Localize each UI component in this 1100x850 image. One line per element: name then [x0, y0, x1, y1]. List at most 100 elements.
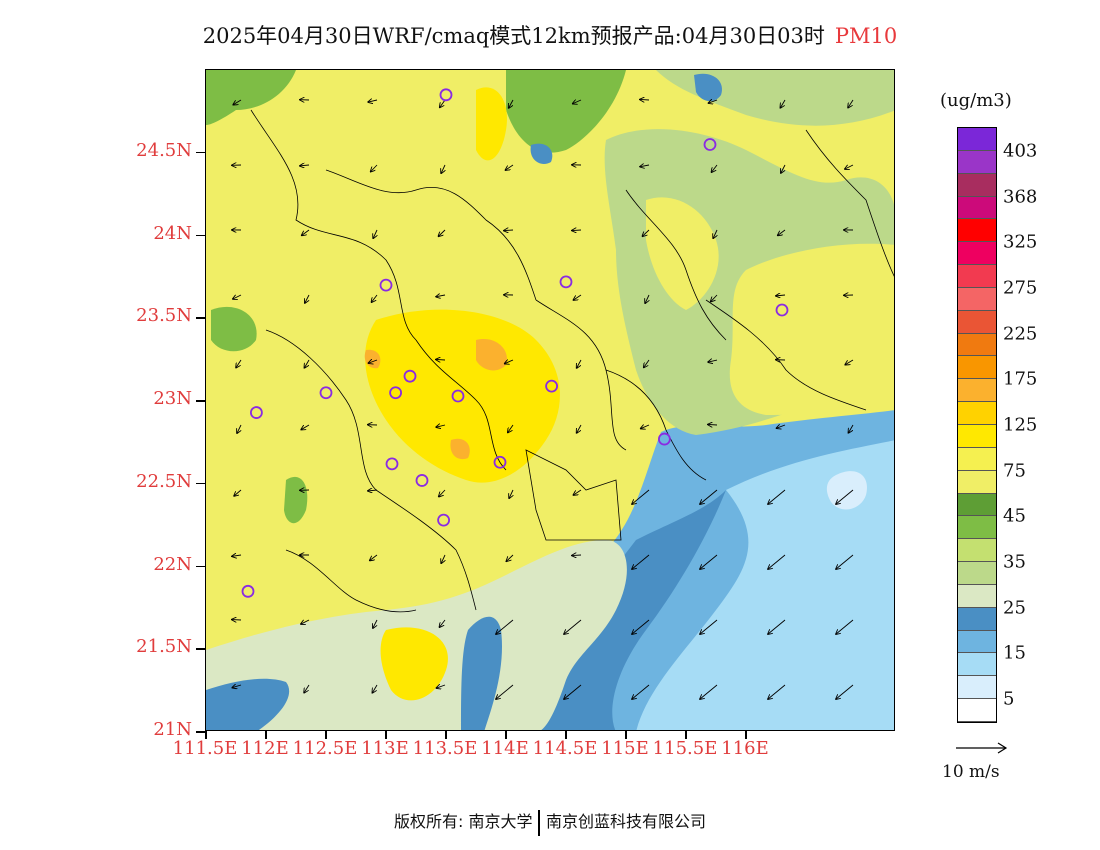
wind-arrow: [709, 100, 718, 103]
station-marker: [403, 369, 417, 383]
wind-arrow: [845, 359, 854, 365]
map-title: 2025年04月30日WRF/cmaq模式12km预报产品:04月30日03时 P…: [0, 20, 1100, 50]
lon-tick-mark: [205, 731, 207, 739]
wind-arrow: [574, 294, 582, 300]
wind-arrow: [640, 165, 650, 167]
colorbar-label: 45: [1003, 505, 1026, 527]
lat-tick-mark: [196, 234, 205, 236]
lon-tick-label: 116E: [721, 738, 769, 759]
colorbar-segment: [958, 196, 996, 220]
wind-arrow: [780, 99, 786, 108]
wind-reference-arrow: [956, 742, 1008, 754]
wind-arrow: [632, 554, 650, 569]
colorbar-segment: [958, 310, 996, 334]
wind-arrow: [506, 554, 514, 561]
colorbar-segment: [958, 653, 996, 677]
station-marker: [389, 386, 403, 400]
wind-arrow: [305, 294, 310, 303]
wind-arrow: [441, 164, 445, 173]
wind-arrow: [700, 554, 718, 569]
wind-arrow: [572, 230, 582, 231]
lat-tick-label: 23N: [153, 388, 192, 409]
monitoring-stations: [241, 88, 789, 598]
wind-arrow: [700, 619, 718, 634]
colorbar-label: 175: [1003, 368, 1038, 390]
colorbar-segment: [958, 699, 996, 722]
lon-tick-label: 113E: [361, 738, 409, 759]
lat-tick-mark: [196, 151, 205, 154]
lon-tick-mark: [265, 731, 267, 739]
wind-arrow: [436, 295, 446, 297]
wind-arrow: [836, 554, 854, 569]
wind-arrow: [768, 619, 786, 634]
north-yellow-band: [476, 87, 507, 161]
wind-arrow: [573, 100, 582, 104]
colorbar-segment: [958, 539, 996, 563]
wind-arrow: [373, 619, 378, 628]
lat-tick-mark: [196, 648, 205, 650]
wind-arrow: [236, 359, 242, 368]
wind-arrow: [642, 229, 650, 236]
lon-tick-mark: [745, 731, 747, 739]
station-marker: [439, 88, 453, 102]
lon-tick-label: 113.5E: [412, 738, 478, 759]
wind-arrow: [304, 359, 310, 368]
colorbar-label: 325: [1003, 231, 1038, 253]
ocean-medium-band: [536, 490, 726, 730]
pm10-hotspot: [365, 309, 560, 483]
colorbar-segment: [958, 150, 996, 174]
station-marker: [493, 455, 507, 469]
colorbar-label: 25: [1003, 597, 1026, 619]
lon-tick-mark: [385, 731, 387, 739]
wind-arrow: [776, 295, 786, 296]
title-main: 2025年04月30日WRF/cmaq模式12km预报产品:04月30日03时: [202, 24, 825, 48]
colorbar-segment: [958, 470, 996, 494]
pm10-hotspot-core-2: [450, 438, 470, 460]
colorbar-label: 225: [1003, 323, 1038, 345]
colorbar-label: 35: [1003, 551, 1026, 573]
colorbar-label: 275: [1003, 277, 1038, 299]
company-name: 南京创蓝科技有限公司: [545, 812, 706, 831]
lat-tick-label: 23.5N: [136, 305, 192, 327]
northwest-green: [206, 70, 296, 125]
lat-tick-mark: [196, 731, 205, 733]
west-green-patch: [211, 306, 257, 352]
colorbar-segment: [958, 630, 996, 654]
colorbar: [957, 127, 997, 723]
colorbar-segment: [958, 493, 996, 517]
wind-arrow: [496, 684, 514, 699]
wind-arrow: [439, 229, 446, 236]
lon-tick-label: 114.5E: [532, 738, 598, 759]
wind-arrow: [700, 684, 718, 699]
wind-arrow: [441, 554, 445, 563]
wind-arrow: [506, 164, 514, 170]
wind-arrow: [641, 425, 650, 429]
wind-arrow: [777, 425, 786, 428]
colorbar-segment: [958, 333, 996, 357]
wind-arrow: [370, 554, 378, 560]
colorbar-label: 15: [1003, 642, 1026, 664]
wind-arrow: [300, 165, 310, 166]
wind-arrow: [504, 230, 514, 231]
wind-arrow: [644, 359, 650, 367]
station-marker: [241, 584, 255, 598]
station-marker: [703, 138, 717, 151]
wind-arrow: [781, 164, 786, 173]
wind-arrow: [711, 294, 718, 302]
wind-arrow: [372, 684, 378, 693]
lon-tick-mark: [505, 731, 507, 739]
lon-tick-label: 111.5E: [172, 738, 238, 759]
wind-arrow: [573, 489, 582, 495]
station-marker: [385, 457, 399, 471]
wind-arrow: [836, 619, 854, 634]
wind-arrow: [845, 165, 854, 169]
lat-tick-label: 22.5N: [136, 470, 192, 492]
lat-tick-label: 24.5N: [136, 139, 192, 161]
north-green: [506, 70, 626, 153]
wind-arrow: [234, 489, 242, 496]
wind-arrow: [508, 424, 514, 432]
station-marker: [545, 379, 559, 393]
wind-arrow: [505, 360, 514, 364]
station-marker: [775, 303, 789, 317]
lon-tick-mark: [685, 731, 687, 739]
